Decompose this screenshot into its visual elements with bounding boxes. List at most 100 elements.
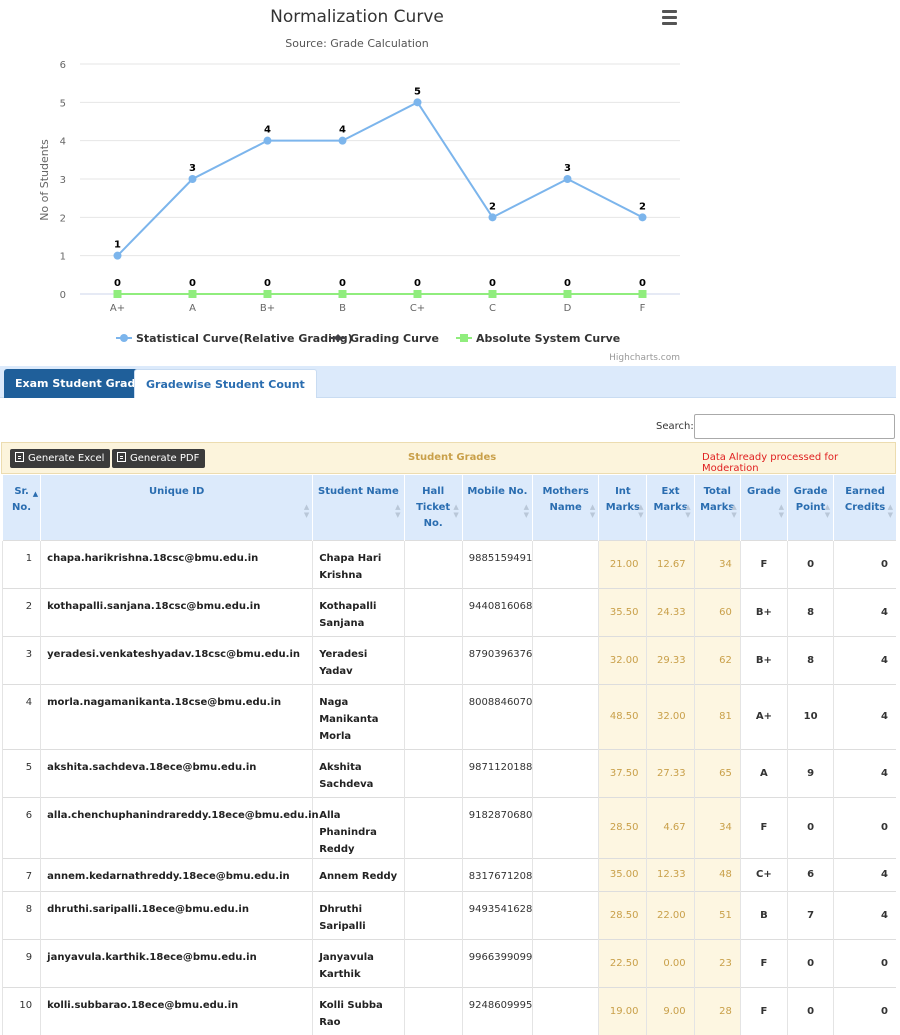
x-tick-label: C bbox=[489, 303, 496, 314]
data-point[interactable] bbox=[413, 290, 422, 298]
chart-menu-icon[interactable] bbox=[660, 10, 680, 28]
column-header-unique-id[interactable]: Unique ID ▲ ▼ bbox=[40, 475, 313, 540]
legend-marker bbox=[334, 334, 342, 342]
grade-cell: F bbox=[739, 938, 788, 987]
student-name-cell: Akshita Sachdeva bbox=[312, 748, 405, 797]
data-label: 0 bbox=[114, 278, 121, 289]
grade-point-cell: 8 bbox=[786, 587, 834, 636]
column-header-mothers-name[interactable]: Mothers Name ▲ ▼ bbox=[532, 475, 599, 540]
student-name-cell: Naga Manikanta Morla bbox=[312, 683, 405, 749]
data-label: 0 bbox=[564, 278, 571, 289]
grade-cell: A+ bbox=[739, 683, 788, 749]
column-header-ext-marks[interactable]: Ext Marks ▲ ▼ bbox=[646, 475, 695, 540]
legend-item[interactable]: Grading Curve bbox=[330, 332, 439, 345]
mothers-name-cell bbox=[532, 683, 599, 749]
legend-label: Statistical Curve(Relative Grading) bbox=[136, 332, 353, 345]
data-point[interactable] bbox=[188, 175, 197, 183]
data-point[interactable] bbox=[188, 290, 197, 298]
y-tick-label: 4 bbox=[60, 137, 66, 148]
tab-exam-student-grade[interactable]: Exam Student Grade bbox=[4, 369, 154, 398]
mothers-name-cell bbox=[532, 938, 599, 987]
table-row[interactable]: 8 dhruthi.saripalli.18ece@bmu.edu.in Dhrut… bbox=[1, 890, 896, 939]
column-header-sr-no[interactable]: Sr. No. ▲ bbox=[1, 475, 41, 540]
data-point[interactable] bbox=[113, 251, 122, 260]
hall-ticket-cell bbox=[403, 748, 463, 797]
ext-marks-cell: 12.67 bbox=[646, 539, 695, 588]
series-line[interactable] bbox=[116, 101, 643, 257]
column-header-int-marks[interactable]: Int Marks ▲ ▼ bbox=[598, 475, 647, 540]
hall-ticket-cell bbox=[403, 587, 463, 636]
chart-credits[interactable]: Highcharts.com bbox=[609, 353, 680, 363]
chart-title: Normalization Curve bbox=[270, 7, 444, 27]
column-header-grade[interactable]: Grade ▲ ▼ bbox=[739, 475, 788, 540]
hall-ticket-cell bbox=[403, 683, 463, 749]
legend-item[interactable]: Statistical Curve(Relative Grading) bbox=[116, 332, 353, 345]
unique-id-cell: dhruthi.saripalli.18ece@bmu.edu.in bbox=[40, 890, 313, 939]
table-row[interactable]: 4 morla.nagamanikanta.18cse@bmu.edu.in Nag… bbox=[1, 683, 896, 749]
table-row[interactable]: 10 kolli.subbarao.18ece@bmu.edu.in Kolli S… bbox=[1, 986, 896, 1035]
earned-credits-cell: 4 bbox=[833, 635, 896, 684]
sort-arrows-icon: ▲ ▼ bbox=[395, 503, 401, 519]
generate-excel-button[interactable]: Generate Excel bbox=[10, 449, 111, 468]
data-point[interactable] bbox=[113, 290, 122, 298]
table-row[interactable]: 1 chapa.harikrishna.18csc@bmu.edu.in Chapa… bbox=[1, 539, 896, 588]
column-header-label: Student Name bbox=[318, 486, 399, 497]
data-point[interactable] bbox=[563, 290, 572, 298]
data-label: 0 bbox=[639, 278, 646, 289]
column-header-student-name[interactable]: Student Name ▲ ▼ bbox=[312, 475, 405, 540]
table-row[interactable]: 5 akshita.sachdeva.18ece@bmu.edu.in Akshit… bbox=[1, 748, 896, 797]
grade-cell: F bbox=[739, 796, 788, 858]
column-header-grade-point[interactable]: Grade Point ▲ ▼ bbox=[786, 475, 834, 540]
table-row[interactable]: 9 janyavula.karthik.18ece@bmu.edu.in Janya… bbox=[1, 938, 896, 987]
sort-arrows-icon: ▲ bbox=[32, 490, 39, 498]
x-tick-label: D bbox=[564, 303, 572, 314]
earned-credits-cell: 4 bbox=[833, 890, 896, 939]
data-point[interactable] bbox=[338, 290, 347, 298]
hall-ticket-cell bbox=[403, 938, 463, 987]
ext-marks-cell: 22.00 bbox=[646, 890, 695, 939]
mobile-no-cell: 9248609995 bbox=[461, 986, 533, 1035]
data-point[interactable] bbox=[488, 290, 497, 298]
ext-marks-cell: 4.67 bbox=[646, 796, 695, 858]
data-point[interactable] bbox=[338, 136, 347, 145]
data-point[interactable] bbox=[413, 98, 422, 107]
data-point[interactable] bbox=[263, 136, 272, 145]
int-marks-cell: 21.00 bbox=[598, 539, 647, 588]
data-point[interactable] bbox=[638, 213, 647, 222]
hall-ticket-cell bbox=[403, 890, 463, 939]
grade-cell: F bbox=[739, 986, 788, 1035]
column-header-hall-ticket-no[interactable]: Hall Ticket No. ▲ ▼ bbox=[403, 475, 463, 540]
legend-item[interactable]: Absolute System Curve bbox=[456, 332, 620, 345]
table-row[interactable]: 2 kothapalli.sanjana.18csc@bmu.edu.in Koth… bbox=[1, 587, 896, 636]
tab-gradewise-student-count[interactable]: Gradewise Student Count bbox=[134, 369, 317, 398]
hall-ticket-cell bbox=[403, 986, 463, 1035]
grade-point-cell: 0 bbox=[786, 938, 834, 987]
grade-point-cell: 10 bbox=[786, 683, 834, 749]
legend-label: Absolute System Curve bbox=[476, 332, 620, 345]
student-name-cell: Chapa Hari Krishna bbox=[312, 539, 405, 588]
sr-no-cell: 2 bbox=[1, 587, 41, 636]
data-point[interactable] bbox=[563, 175, 572, 183]
table-row[interactable]: 7 annem.kedarnathreddy.18ece@bmu.edu.in An… bbox=[1, 857, 896, 891]
table-row[interactable]: 6 alla.chenchuphanindrareddy.18ece@bmu.ed… bbox=[1, 796, 896, 858]
column-header-label: Mothers Name bbox=[542, 486, 589, 513]
search-label: Search: bbox=[656, 421, 694, 432]
data-point[interactable] bbox=[638, 290, 647, 298]
data-point[interactable] bbox=[263, 290, 272, 298]
generate-pdf-button[interactable]: Generate PDF bbox=[112, 449, 206, 468]
data-point[interactable] bbox=[488, 213, 497, 222]
int-marks-cell: 37.50 bbox=[598, 748, 647, 797]
column-header-label: Grade bbox=[746, 486, 781, 497]
data-label: 4 bbox=[264, 125, 271, 136]
unique-id-cell: annem.kedarnathreddy.18ece@bmu.edu.in bbox=[40, 857, 313, 891]
data-label: 3 bbox=[564, 163, 571, 174]
int-marks-cell: 22.50 bbox=[598, 938, 647, 987]
int-marks-cell: 32.00 bbox=[598, 635, 647, 684]
search-input[interactable] bbox=[694, 414, 895, 439]
column-header-total-marks[interactable]: Total Marks ▲ ▼ bbox=[693, 475, 741, 540]
normalization-chart: Normalization Curve Source: Grade Calcul… bbox=[0, 0, 900, 366]
student-name-cell: Yeradesi Yadav bbox=[312, 635, 405, 684]
column-header-earned-credits[interactable]: Earned Credits ▲ ▼ bbox=[833, 475, 896, 540]
column-header-mobile-no[interactable]: Mobile No. ▲ ▼ bbox=[461, 475, 533, 540]
table-row[interactable]: 3 yeradesi.venkateshyadav.18csc@bmu.edu.i… bbox=[1, 635, 896, 684]
